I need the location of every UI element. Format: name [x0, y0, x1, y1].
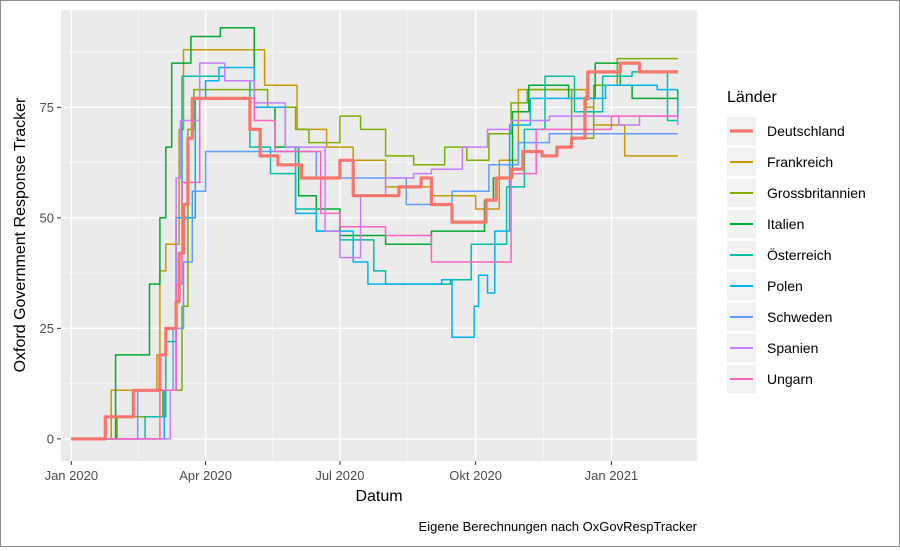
y-axis: 0 25 50 75: [40, 100, 61, 446]
series-line-ungarn: [71, 97, 678, 440]
legend-title: Länder: [727, 89, 777, 106]
y-axis-title: Oxford Government Response Tracker: [12, 97, 29, 372]
series-line-deutschland: [71, 61, 678, 441]
legend: Deutschland Frankreich Grossbritannien Ital…: [727, 117, 866, 393]
x-axis: Jan 2020 Apr 2020 Jul 2020 Okt 2020 Jan 2021: [45, 461, 639, 483]
x-tick-label: Jan 2020: [45, 468, 99, 483]
y-tick-label: 75: [40, 100, 54, 115]
legend-label: Polen: [767, 278, 803, 294]
x-axis-title: Datum: [355, 488, 402, 505]
x-tick-label: Jul 2020: [315, 468, 364, 483]
chart-caption: Eigene Berechnungen nach OxGovRespTracke…: [419, 519, 698, 534]
legend-label: Deutschland: [767, 123, 845, 139]
y-tick-label: 50: [40, 210, 54, 225]
x-tick-label: Jan 2021: [585, 468, 639, 483]
series-line-polen: [71, 66, 678, 440]
legend-label: Italien: [767, 216, 804, 232]
legend-label: Schweden: [767, 309, 832, 325]
legend-label: Ungarn: [767, 371, 813, 387]
y-tick-label: 0: [47, 431, 54, 446]
series-lines: [71, 26, 679, 441]
legend-label: Spanien: [767, 340, 818, 356]
y-tick-label: 25: [40, 321, 54, 336]
x-tick-label: Apr 2020: [179, 468, 232, 483]
legend-label: Frankreich: [767, 154, 833, 170]
legend-label: Österreich: [767, 246, 832, 263]
series-line-grossbritannien: [71, 57, 678, 440]
x-tick-label: Okt 2020: [449, 468, 502, 483]
legend-label: Grossbritannien: [767, 185, 866, 201]
series-line-österreich: [71, 71, 679, 440]
